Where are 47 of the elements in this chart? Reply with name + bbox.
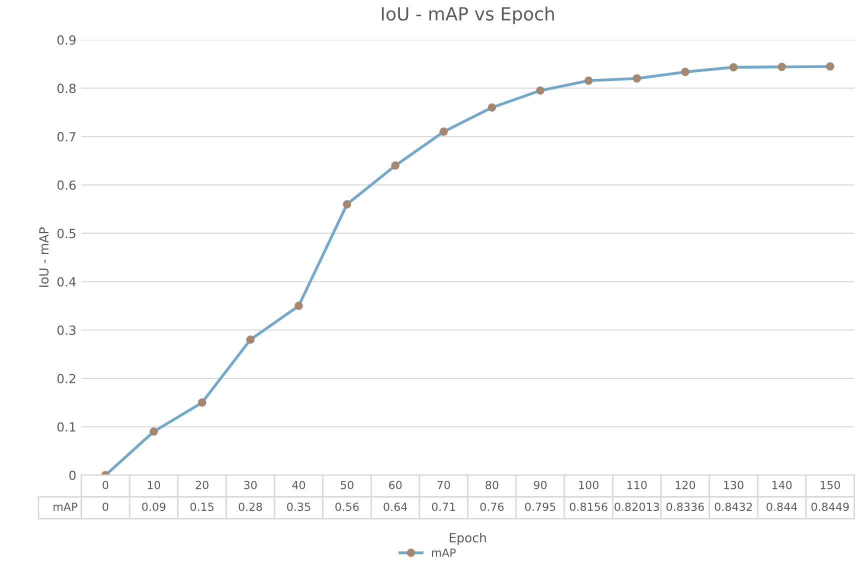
data-label: 0.8156 [570,502,608,511]
x-tick-label: 30 [244,480,257,490]
y-axis-title: IoU - mAP [39,227,49,287]
data-label: 0.82013 [614,502,659,511]
x-tick-label: 40 [292,480,306,490]
data-label: 0.8336 [666,502,704,511]
text: mAP [54,502,78,511]
data-label: 0.35 [287,502,310,511]
x-tick-label: 50 [340,480,354,490]
data-label: 0.09 [142,502,166,511]
y-tick-label: 0.2 [57,374,76,384]
data-label: 0.64 [384,502,408,511]
y-tick-label: 0 [69,470,76,480]
x-tick-label: 110 [628,480,647,490]
x-tick-label: 20 [196,480,208,490]
data-label: 0.76 [480,502,504,511]
data-label: 0.8432 [714,502,752,511]
y-tick-label: 0.3 [57,325,76,335]
x-tick-label: 150 [820,480,840,490]
y-tick-label: 0.9 [57,35,76,45]
data-label: 0 [102,502,108,511]
data-label: 0.844 [766,502,798,511]
x-tick-label: 0 [102,480,108,490]
y-tick-label: 0.1 [57,422,76,432]
y-tick-label: 0.7 [57,132,76,142]
y-tick-label: 0.8 [57,84,76,94]
x-tick-label: 140 [772,480,792,490]
y-tick-label: 0.4 [57,277,76,287]
x-axis-title: Epoch [450,532,486,545]
data-label: 0.71 [432,502,455,511]
x-tick-label: 90 [534,480,547,490]
data-label: 0.56 [335,502,359,511]
data-label: 0.15 [190,502,214,511]
data-label: 0.8449 [811,502,849,511]
x-tick-label: 80 [486,480,498,490]
x-tick-label: 130 [724,480,744,490]
x-tick-label: 60 [389,480,402,490]
x-tick-label: 10 [148,480,160,490]
y-tick-label: 0.5 [57,228,76,238]
chart-title: IoU - mAP vs Epoch [382,6,554,24]
x-tick-label: 100 [579,480,598,490]
y-tick-label: 0.6 [57,180,76,190]
x-tick-label: 70 [437,480,450,490]
data-label: 0.795 [525,502,556,511]
data-label: 0.28 [238,502,262,511]
legend-label: mAP [432,548,456,557]
x-tick-label: 120 [676,480,696,490]
